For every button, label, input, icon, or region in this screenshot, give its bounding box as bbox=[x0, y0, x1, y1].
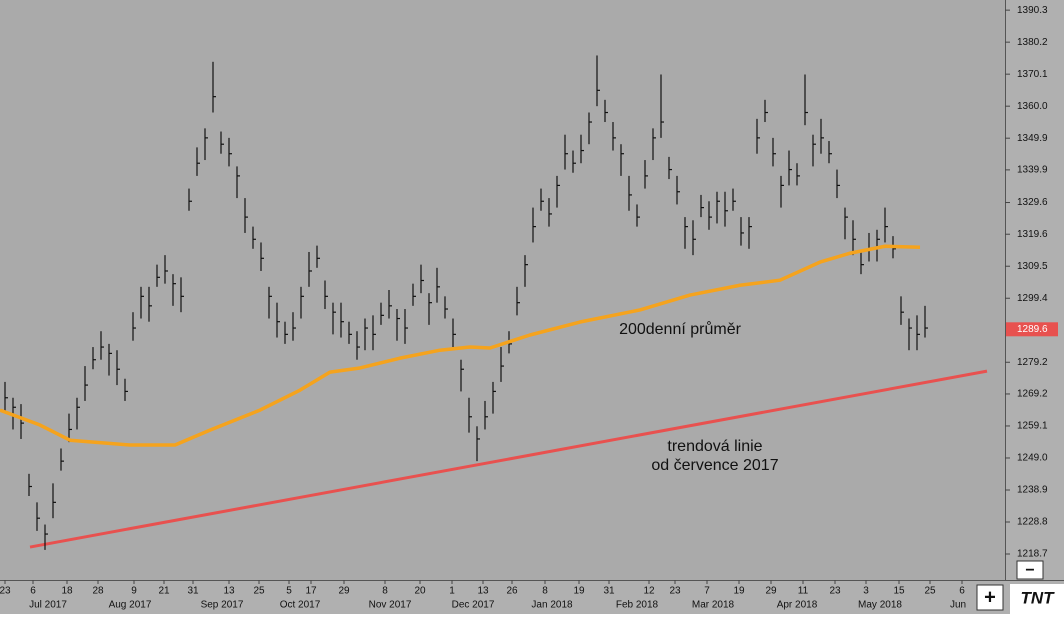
y-tick-label: 1319.6 bbox=[1017, 229, 1048, 240]
x-tick-label: 23 bbox=[829, 586, 841, 597]
x-tick-label: 31 bbox=[603, 586, 615, 597]
x-tick-label: 19 bbox=[733, 586, 745, 597]
zoom-out-button[interactable]: − bbox=[1016, 560, 1044, 580]
month-label: Jul 2017 bbox=[29, 600, 67, 611]
plot-area bbox=[0, 0, 1005, 580]
x-tick-label: 13 bbox=[223, 586, 235, 597]
y-tick-label: 1249.0 bbox=[1017, 453, 1048, 464]
month-label: Feb 2018 bbox=[616, 600, 659, 611]
month-label: Apr 2018 bbox=[777, 600, 818, 611]
trendline bbox=[29, 369, 988, 549]
month-label: Aug 2017 bbox=[109, 600, 152, 611]
annotation: trendová linie bbox=[667, 438, 762, 455]
x-tick-label: 29 bbox=[338, 586, 350, 597]
y-tick-label: 1349.9 bbox=[1017, 133, 1048, 144]
month-label: Mar 2018 bbox=[692, 600, 735, 611]
x-tick-label: 8 bbox=[382, 586, 388, 597]
x-tick-label: 31 bbox=[187, 586, 199, 597]
month-label: Oct 2017 bbox=[280, 600, 321, 611]
logo: TNT bbox=[1020, 588, 1055, 607]
x-tick-label: 1 bbox=[449, 586, 455, 597]
x-tick-label: 18 bbox=[61, 586, 73, 597]
x-tick-label: 11 bbox=[798, 586, 809, 597]
y-tick-label: 1380.2 bbox=[1017, 37, 1048, 48]
x-tick-label: 20 bbox=[414, 586, 426, 597]
y-tick-label: 1228.8 bbox=[1017, 517, 1048, 528]
month-label: Dec 2017 bbox=[452, 600, 495, 611]
y-tick-label: 1279.2 bbox=[1017, 357, 1048, 368]
month-label: Jan 2018 bbox=[531, 600, 573, 611]
y-tick-label: 1238.9 bbox=[1017, 485, 1048, 496]
annotation: od července 2017 bbox=[651, 457, 778, 474]
x-tick-label: 7 bbox=[704, 586, 710, 597]
y-tick-label: 1259.1 bbox=[1017, 421, 1048, 432]
last-price-label: 1289.6 bbox=[1017, 324, 1048, 335]
y-tick-label: 1269.2 bbox=[1017, 389, 1048, 400]
x-tick-label: 23 bbox=[0, 586, 11, 597]
y-tick-label: 1218.7 bbox=[1017, 549, 1048, 560]
y-tick-label: 1360.0 bbox=[1017, 101, 1048, 112]
x-tick-label: 23 bbox=[669, 586, 681, 597]
x-tick-label: 17 bbox=[305, 586, 317, 597]
month-label: Jun bbox=[950, 600, 966, 611]
x-tick-label: 25 bbox=[253, 586, 265, 597]
x-tick-label: 28 bbox=[92, 586, 104, 597]
y-tick-label: 1390.3 bbox=[1017, 5, 1048, 16]
x-tick-label: 6 bbox=[30, 586, 36, 597]
zoom-in-label[interactable]: + bbox=[984, 586, 996, 608]
x-tick-label: 15 bbox=[893, 586, 905, 597]
x-tick-label: 13 bbox=[477, 586, 489, 597]
x-tick-label: 8 bbox=[542, 586, 548, 597]
y-tick-label: 1309.5 bbox=[1017, 261, 1048, 272]
x-tick-label: 5 bbox=[286, 586, 292, 597]
y-tick-label: 1329.6 bbox=[1017, 197, 1048, 208]
x-tick-label: 12 bbox=[643, 586, 655, 597]
logo-box bbox=[1010, 584, 1064, 614]
month-label: Nov 2017 bbox=[369, 600, 412, 611]
y-tick-label: 1339.9 bbox=[1017, 165, 1048, 176]
y-tick-label: 1299.4 bbox=[1017, 293, 1048, 304]
zoom-out-label[interactable]: − bbox=[1025, 562, 1034, 579]
x-tick-label: 3 bbox=[863, 586, 869, 597]
x-tick-label: 26 bbox=[506, 586, 518, 597]
x-tick-label: 6 bbox=[959, 586, 965, 597]
x-tick-label: 25 bbox=[924, 586, 936, 597]
last-price-box bbox=[1006, 322, 1058, 337]
y-tick-label: 1370.1 bbox=[1017, 69, 1048, 80]
zoom-in-button[interactable]: + bbox=[976, 584, 1004, 611]
month-label: Sep 2017 bbox=[201, 600, 244, 611]
moving-average bbox=[0, 244, 921, 447]
annotation: 200denní průměr bbox=[619, 320, 742, 338]
month-label: May 2018 bbox=[858, 600, 902, 611]
x-tick-label: 29 bbox=[765, 586, 777, 597]
x-tick-label: 19 bbox=[573, 586, 585, 597]
x-tick-label: 21 bbox=[158, 586, 170, 597]
x-tick-label: 9 bbox=[131, 586, 137, 597]
